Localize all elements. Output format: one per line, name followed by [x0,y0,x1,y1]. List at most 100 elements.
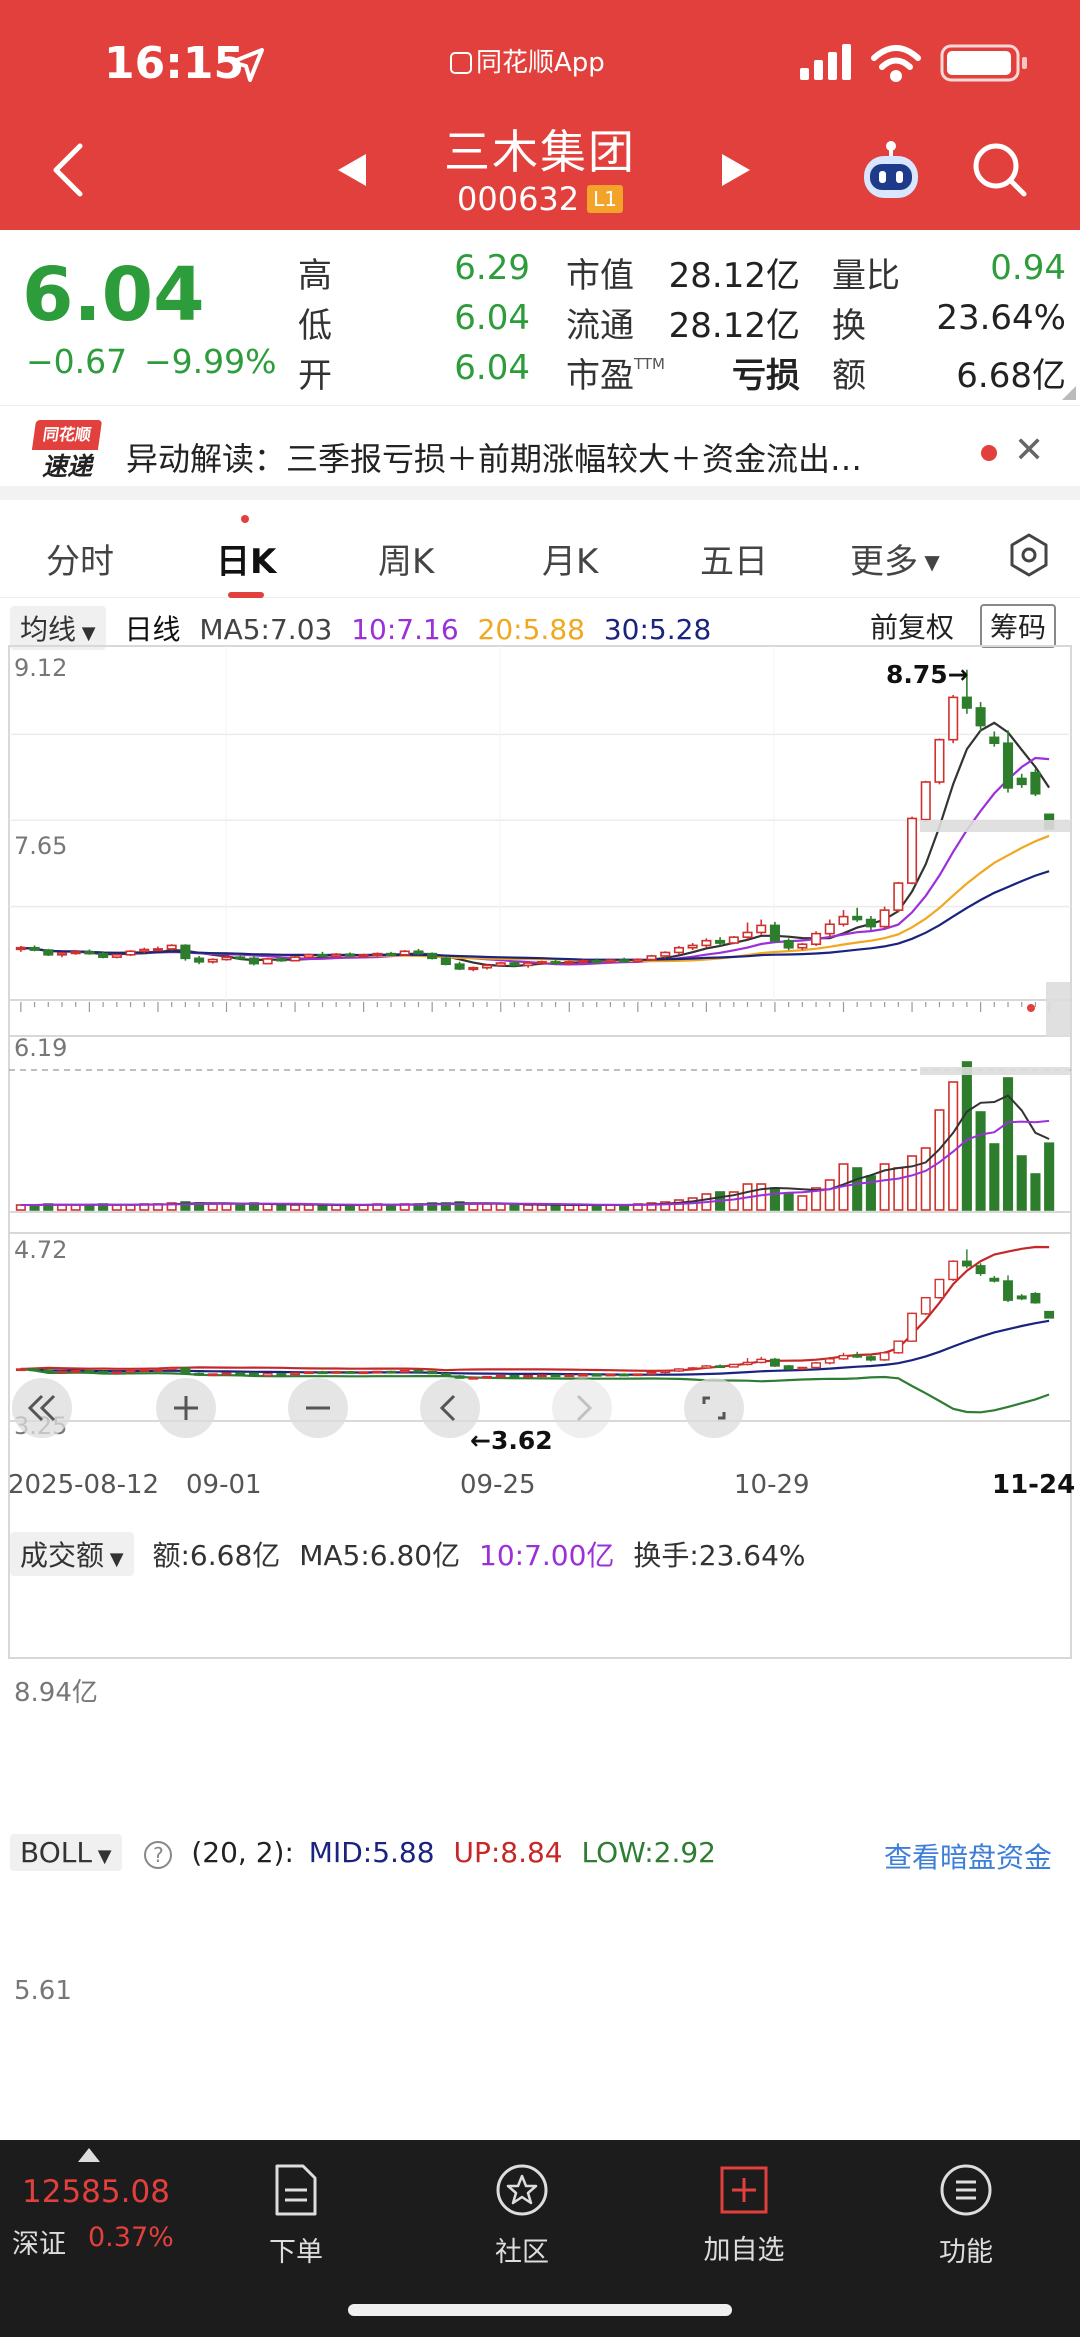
boll-candle-body [139,1369,150,1372]
expand-corner-icon[interactable] [1062,386,1076,400]
tab-monthly-k[interactable]: 月K [542,542,599,582]
double-chevron-left-icon [27,1394,56,1422]
robot-assistant-icon[interactable] [858,138,924,204]
volume-selector[interactable]: 成交额 ▼ [10,1532,134,1576]
volume-bar [756,1183,767,1211]
news-banner[interactable]: 同花顺 速递 异动解读：三季报亏损＋前期涨幅较大＋资金流出… ✕ [0,405,1080,500]
document-icon [275,2164,317,2216]
boll-candle-body [564,1374,575,1378]
turnover-value: 23.64% [936,298,1066,338]
ma-selector[interactable]: 均线 ▼ [10,606,106,650]
candle-body [906,817,918,884]
boll-low-line [20,1367,1050,1414]
candle-body [605,959,616,963]
price-label-2: 7.65 [14,832,68,860]
boll-candle-body [852,1354,863,1358]
boll-candle-body [207,1373,218,1377]
ma10-line [20,756,1050,966]
pe-label-text: 市盈 [566,356,634,396]
close-icon[interactable]: ✕ [1014,430,1045,471]
expand-corners-icon [702,1396,726,1420]
index-name: 深证 [12,2229,66,2260]
tab-five-day[interactable]: 五日 [700,542,768,582]
app-label-text: 同花顺App [476,48,605,78]
candle-body [865,918,876,928]
volume-bar [427,1202,438,1211]
date-label-end: 11-24 [992,1470,1076,1500]
volume-bar [303,1204,314,1211]
ma-indicator-row: 均线 ▼ 日线 MA5:7.03 10:7.16 20:5.88 30:5.28 [10,606,711,650]
scroll-left-fast-button[interactable] [12,1378,72,1438]
fullscreen-button[interactable] [684,1378,744,1438]
boll-candle-body [523,1374,534,1378]
boll-candle-body [907,1312,917,1342]
kline-chart[interactable] [0,598,1080,2158]
candle-body [413,950,424,955]
candle-body [221,956,232,961]
prev-stock-triangle-icon[interactable] [332,150,372,190]
boll-selector[interactable]: BOLL ▼ [10,1834,122,1871]
volume-bar [15,1204,26,1211]
home-indicator [348,2304,732,2316]
candles [15,669,1055,972]
candle-body [385,952,397,957]
boll-candle-body [29,1368,40,1372]
tab-intraday[interactable]: 分时 [46,542,114,582]
nav-add-watchlist[interactable]: 加自选 [674,2150,814,2270]
volume-turnover: 换手:23.64% [633,1539,806,1572]
search-icon[interactable] [970,140,1030,200]
settings-hexagon-icon[interactable] [1006,532,1052,578]
boll-candle-body [153,1368,163,1372]
float-label: 流通 [566,306,634,346]
volume-bar [1044,1142,1055,1211]
news-text[interactable]: 异动解读：三季报亏损＋前期涨幅较大＋资金流出… [126,440,863,478]
candle-body [797,943,808,949]
nav-functions[interactable]: 功能 [896,2150,1036,2270]
zoom-out-button[interactable] [288,1378,348,1438]
boll-candle-body [290,1372,301,1376]
boll-mid: MID:5.88 [308,1836,435,1869]
candle-body [893,882,904,911]
chip-distribution-button[interactable]: 筹码 [980,604,1057,648]
nav-order[interactable]: 下单 [226,2150,366,2270]
volume-bar [728,1191,739,1211]
plus-icon [174,1396,198,1420]
candle-body [152,948,164,952]
boll-candle-body [838,1354,849,1360]
candle-body [852,915,863,921]
date-label-2: 09-01 [186,1470,262,1500]
boll-indicator-row: BOLL ▼ ? (20, 2): MID:5.88 UP:8.84 LOW:2… [10,1834,716,1871]
boll-candle-body [536,1374,547,1378]
volume-bar [454,1201,465,1211]
back-chevron-icon[interactable] [44,140,94,200]
scroll-left-button[interactable] [420,1378,480,1438]
tab-weekly-k[interactable]: 周K [378,542,435,582]
boll-candle-body [824,1358,835,1364]
boll-candle-body [961,1260,972,1267]
help-icon[interactable]: ? [144,1841,173,1869]
period-label: 日线 [124,613,181,646]
next-stock-triangle-icon[interactable] [716,150,756,190]
price-label-4: 4.72 [14,1236,68,1264]
location-arrow-icon [230,48,264,82]
volume-bar [1016,1155,1027,1211]
low-value: 6.04 [454,298,530,338]
boll-candle-body [811,1362,822,1369]
nav-community[interactable]: 社区 [452,2150,592,2270]
boll-candle-body [893,1340,904,1354]
dark-pool-funds-link[interactable]: 查看暗盘资金 [884,1841,1053,1874]
zoom-in-button[interactable] [156,1378,216,1438]
volume-bar [536,1204,547,1211]
volume-bar [852,1167,863,1211]
index-value[interactable]: 12585.08 [22,2174,170,2210]
boll-candle-body [975,1265,986,1275]
tab-daily-k[interactable]: 日K [216,542,277,582]
volume-bar [783,1193,794,1211]
stock-code-row: 000632 L1 [0,180,1080,218]
boll-candle-body [454,1375,465,1379]
tab-more[interactable]: 更多 ▼ [850,534,940,583]
candle-body [29,946,40,951]
adjust-mode[interactable]: 前复权 [870,611,955,644]
volume-panel-frame [8,1035,1072,1213]
scroll-right-button[interactable] [552,1378,612,1438]
